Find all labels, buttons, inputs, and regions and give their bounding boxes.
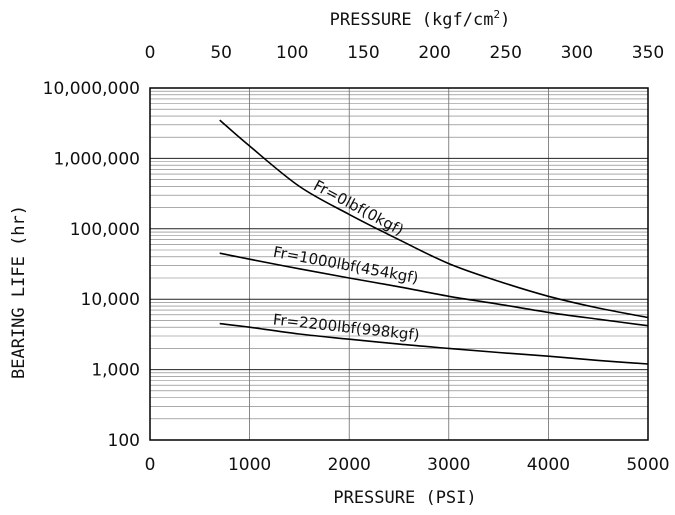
x-tick-label: 4000 xyxy=(527,455,570,475)
curves xyxy=(219,119,649,365)
series-line xyxy=(219,252,649,327)
series-line xyxy=(219,322,649,365)
y-axis-title: BEARING LIFE (hr) xyxy=(9,205,29,379)
curve-label: Fr=1000lbf(454kgf) xyxy=(272,243,420,287)
top-axis-title: PRESSURE (kgf/cm2) xyxy=(330,8,511,30)
y-tick-label: 10,000 xyxy=(81,290,140,310)
top-x-tick-label: 300 xyxy=(561,43,593,63)
y-tick-label: 100 xyxy=(108,431,140,451)
top-x-tick-label: 200 xyxy=(418,43,450,63)
curve-labels: Fr=0lbf(0kgf)Fr=1000lbf(454kgf)Fr=2200lb… xyxy=(272,176,421,344)
top-x-tick-label: 150 xyxy=(347,43,379,63)
y-tick-label: 1,000,000 xyxy=(53,149,140,169)
x-tick-label: 5000 xyxy=(626,455,669,475)
plot-frame xyxy=(149,87,649,441)
top-x-tick-label: 350 xyxy=(632,43,664,63)
y-tick-label: 1,000 xyxy=(91,361,140,381)
top-x-tick-label: 0 xyxy=(145,43,156,63)
x-tick-label: 2000 xyxy=(328,455,371,475)
y-tick-label: 100,000 xyxy=(70,220,140,240)
x-tick-label: 3000 xyxy=(427,455,470,475)
top-axis-title-superscript: 2 xyxy=(493,8,500,21)
x-axis-title: PRESSURE (PSI) xyxy=(333,488,476,508)
top-x-tick-label: 100 xyxy=(276,43,308,63)
top-x-tick-label: 50 xyxy=(210,43,232,63)
y-tick-label: 10,000,000 xyxy=(43,79,140,99)
tick-labels: 0 1000 2000 3000 4000 5000 0 50 100 150 200 250 300 3… xyxy=(43,43,670,475)
grid xyxy=(150,88,648,440)
top-x-tick-label: 250 xyxy=(489,43,521,63)
x-tick-label: 0 xyxy=(145,455,156,475)
series-line xyxy=(219,119,649,319)
x-tick-label: 1000 xyxy=(228,455,271,475)
